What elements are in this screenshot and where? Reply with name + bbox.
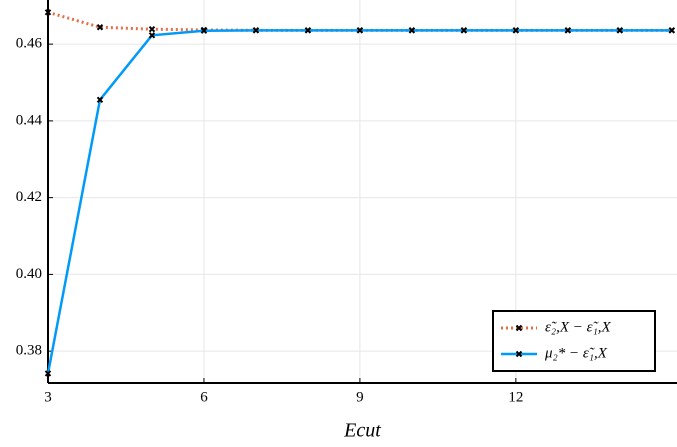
marker <box>512 27 520 34</box>
marker <box>96 24 104 31</box>
x-tick-label: 3 <box>44 389 52 405</box>
marker <box>252 27 260 34</box>
marker <box>668 27 676 34</box>
marker <box>44 370 52 377</box>
marker <box>408 27 416 34</box>
y-tick-label: 0.38 <box>16 343 42 359</box>
marker <box>515 324 523 332</box>
y-tick-label: 0.46 <box>16 36 43 52</box>
y-tick-label: 0.40 <box>16 266 42 282</box>
marker <box>148 25 156 33</box>
marker <box>515 350 523 358</box>
legend-box <box>492 310 656 372</box>
legend-label: μ₂* − ε̃₁,X <box>544 345 608 361</box>
x-tick-label: 9 <box>356 389 364 405</box>
x-tick-label: 12 <box>508 389 523 405</box>
marker <box>148 32 156 39</box>
marker <box>564 27 572 34</box>
marker <box>460 27 468 34</box>
marker <box>96 96 104 103</box>
marker <box>356 27 364 34</box>
y-tick-label: 0.42 <box>16 189 42 205</box>
marker <box>304 27 312 34</box>
marker <box>616 27 624 34</box>
legend-label: ε̃₂,X − ε̃₁,X <box>545 319 612 335</box>
y-tick-label: 0.44 <box>16 112 43 128</box>
x-axis-label: Ecut <box>343 420 381 442</box>
x-tick-label: 6 <box>200 389 208 405</box>
marker <box>200 27 208 34</box>
marker <box>44 9 52 16</box>
